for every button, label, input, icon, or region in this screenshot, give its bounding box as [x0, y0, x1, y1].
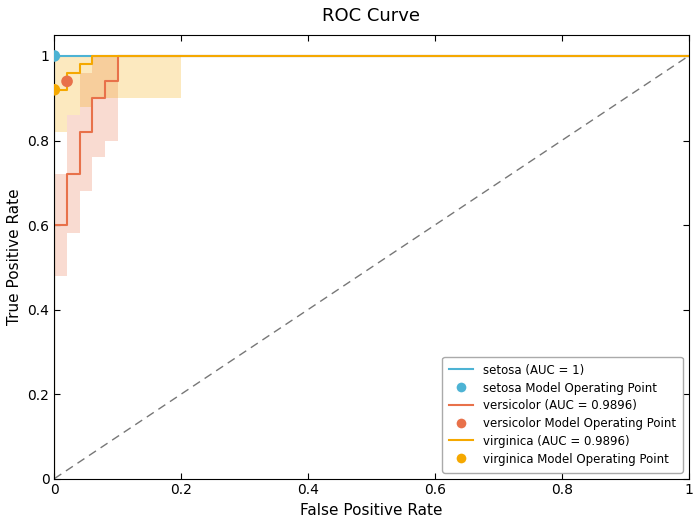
Point	[49, 86, 60, 94]
Y-axis label: True Positive Rate: True Positive Rate	[7, 188, 22, 325]
X-axis label: False Positive Rate: False Positive Rate	[300, 503, 442, 518]
Point	[62, 77, 73, 86]
Title: ROC Curve: ROC Curve	[323, 7, 421, 25]
Point	[49, 52, 60, 60]
Legend: setosa (AUC = 1), setosa Model Operating Point, versicolor (AUC = 0.9896), versi: setosa (AUC = 1), setosa Model Operating…	[442, 357, 682, 472]
